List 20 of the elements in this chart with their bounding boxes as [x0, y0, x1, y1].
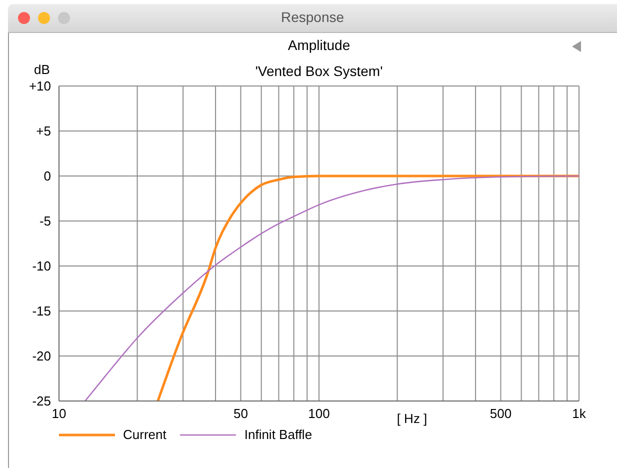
x-tick-label: 10: [52, 406, 66, 422]
y-tick-label: 0: [44, 168, 51, 184]
y-tick-label: +10: [28, 78, 51, 94]
y-tick-label: -5: [39, 214, 51, 229]
legend-label: Current: [123, 427, 166, 442]
x-tick-label: 100: [308, 406, 330, 422]
y-tick-label: -20: [32, 348, 51, 364]
x-axis-title: [ Hz ]: [396, 411, 428, 426]
y-tick-label: +5: [36, 124, 51, 139]
text: Response: [280, 9, 346, 25]
x-tick-label: 1k: [572, 406, 586, 422]
x-tick-label: 500: [490, 406, 512, 422]
chart-subtitle: 'Vented Box System': [254, 63, 384, 79]
x-tick-label: 50: [234, 406, 248, 422]
legend-label: Infinit Baffle: [244, 427, 312, 442]
y-tick-label: -25: [32, 394, 51, 409]
y-axis-title: dB: [34, 62, 50, 77]
y-tick-label: -10: [32, 258, 51, 274]
chart-title: Amplitude: [286, 37, 352, 53]
y-tick-label: -15: [32, 304, 51, 319]
